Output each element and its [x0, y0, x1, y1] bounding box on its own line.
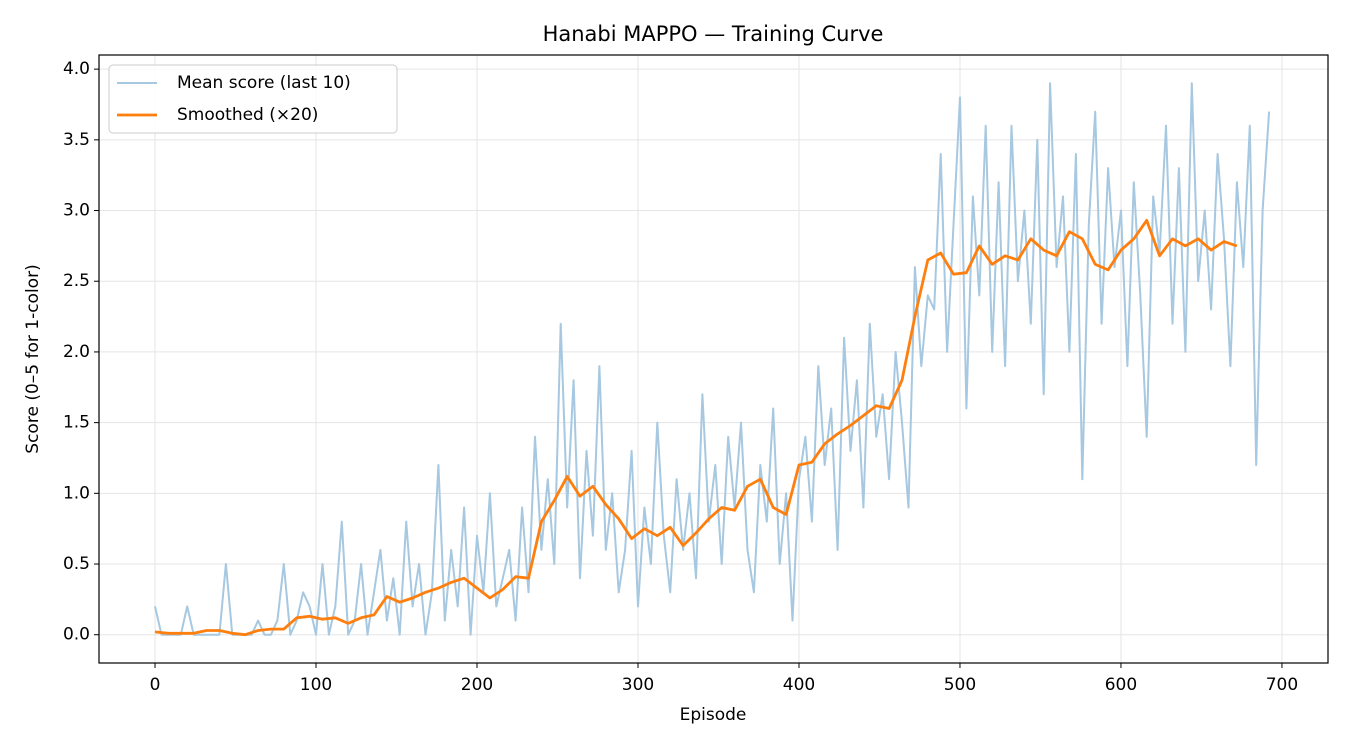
y-tick-label: 3.5 [63, 130, 90, 150]
series-line [154, 219, 1238, 637]
legend-label: Smoothed (×20) [177, 105, 318, 125]
legend-box [108, 64, 398, 134]
y-tick-label: 1.5 [63, 413, 90, 433]
legend: Mean score (last 10) Smoothed (×20) [108, 64, 398, 134]
x-tick-label: 300 [622, 675, 654, 695]
x-tick-label: 700 [1266, 675, 1298, 695]
x-tick-label: 400 [783, 675, 815, 695]
x-tick-label: 100 [300, 675, 332, 695]
chart-title: Hanabi MAPPO — Training Curve [543, 22, 884, 46]
legend-label: Mean score (last 10) [177, 73, 351, 93]
y-tick-label: 1.0 [63, 483, 90, 503]
y-tick-label: 2.5 [63, 271, 90, 291]
y-tick-label: 3.0 [63, 201, 90, 221]
y-tick-label: 0.0 [63, 625, 90, 645]
x-tick-label: 600 [1105, 675, 1137, 695]
x-tick-label: 500 [944, 675, 976, 695]
x-tick-label: 0 [150, 675, 161, 695]
plot [154, 82, 1271, 637]
y-tick-label: 2.0 [63, 342, 90, 362]
series-line [154, 82, 1271, 636]
y-tick-label: 4.0 [63, 59, 90, 79]
y-axis-label: Score (0–5 for 1-color) [23, 264, 43, 453]
plot-frame [98, 54, 1329, 664]
x-tick-label: 200 [461, 675, 493, 695]
grid [99, 55, 1328, 663]
y-tick-label: 0.5 [63, 554, 90, 574]
x-axis-label: Episode [680, 705, 747, 725]
